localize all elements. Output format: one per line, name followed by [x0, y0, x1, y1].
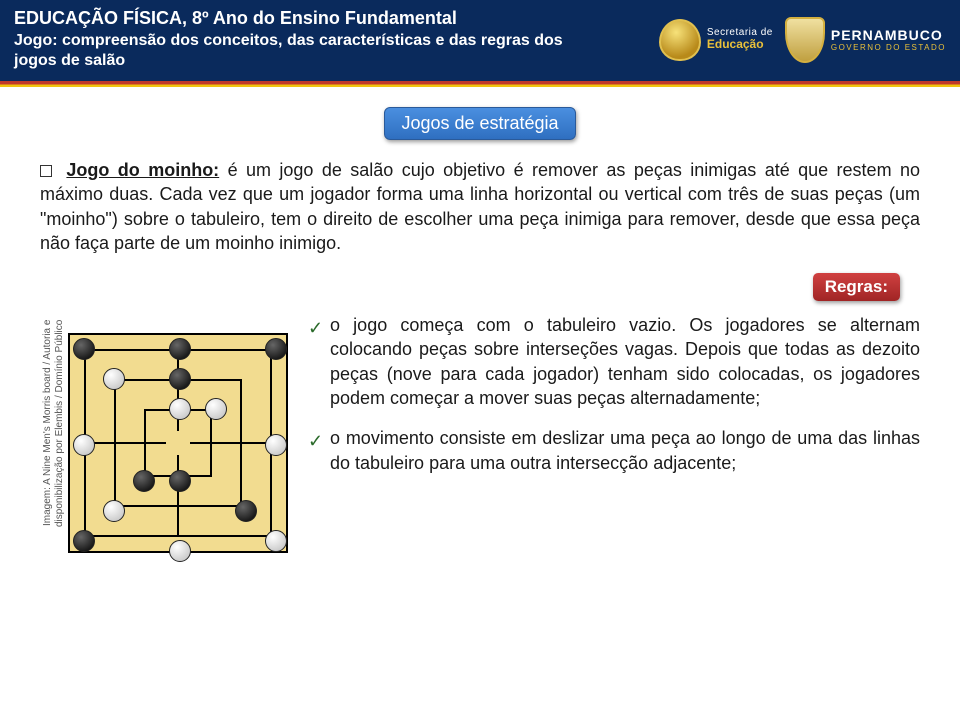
- rules-pill: Regras:: [813, 273, 900, 301]
- game-piece-white: [205, 398, 227, 420]
- header-title: EDUCAÇÃO FÍSICA, 8º Ano do Ensino Fundam…: [14, 8, 659, 29]
- rules-column: ✓ o jogo começa com o tabuleiro vazio. O…: [308, 313, 920, 491]
- game-piece-black: [265, 338, 287, 360]
- morris-board: [68, 333, 288, 553]
- game-description: Jogo do moinho: é um jogo de salão cujo …: [40, 158, 920, 255]
- game-piece-black: [73, 530, 95, 552]
- body-row: Imagem: A Nine Men's Morris board / Auto…: [40, 313, 920, 553]
- logo-pernambuco: PERNAMBUCO GOVERNO DO ESTADO: [785, 17, 946, 63]
- logo-pe-text: PERNAMBUCO GOVERNO DO ESTADO: [831, 27, 946, 52]
- pe-line1: PERNAMBUCO: [831, 27, 946, 43]
- game-piece-white: [169, 540, 191, 562]
- game-piece-white: [103, 368, 125, 390]
- slide-content: Jogos de estratégia Jogo do moinho: é um…: [0, 87, 960, 553]
- game-piece-black: [73, 338, 95, 360]
- section-pill: Jogos de estratégia: [384, 107, 575, 140]
- game-piece-black: [169, 368, 191, 390]
- game-piece-black: [235, 500, 257, 522]
- board-caption: Imagem: A Nine Men's Morris board / Auto…: [40, 313, 68, 533]
- game-piece-white: [169, 398, 191, 420]
- bullet-square-icon: [40, 165, 52, 177]
- rule-item: ✓ o movimento consiste em deslizar uma p…: [308, 426, 920, 475]
- logo-secretaria: Secretaria de Educação: [659, 19, 773, 61]
- game-piece-black: [169, 338, 191, 360]
- game-piece-black: [169, 470, 191, 492]
- sec-line2: Educação: [707, 38, 773, 51]
- coat-of-arms-icon: [785, 17, 825, 63]
- header-subtitle: Jogo: compreensão dos conceitos, das car…: [14, 31, 574, 71]
- header-logos: Secretaria de Educação PERNAMBUCO GOVERN…: [659, 17, 946, 63]
- board-connector: [177, 455, 179, 535]
- section-pill-wrap: Jogos de estratégia: [40, 107, 920, 140]
- rule-item: ✓ o jogo começa com o tabuleiro vazio. O…: [308, 313, 920, 410]
- slide-header: EDUCAÇÃO FÍSICA, 8º Ano do Ensino Fundam…: [0, 0, 960, 81]
- shield-icon: [659, 19, 701, 61]
- rule-text: o jogo começa com o tabuleiro vazio. Os …: [330, 315, 920, 408]
- game-piece-white: [103, 500, 125, 522]
- game-piece-white: [265, 434, 287, 456]
- header-text: EDUCAÇÃO FÍSICA, 8º Ano do Ensino Fundam…: [14, 8, 659, 71]
- pe-line2: GOVERNO DO ESTADO: [831, 43, 946, 52]
- board-figure: Imagem: A Nine Men's Morris board / Auto…: [40, 313, 290, 553]
- game-piece-black: [133, 470, 155, 492]
- rule-text: o movimento consiste em deslizar uma peç…: [330, 428, 920, 472]
- check-icon: ✓: [308, 316, 323, 340]
- check-icon: ✓: [308, 429, 323, 453]
- board-connector: [86, 442, 166, 444]
- game-title: Jogo do moinho:: [66, 160, 219, 180]
- logo-secretaria-text: Secretaria de Educação: [707, 27, 773, 51]
- board-connector: [190, 442, 270, 444]
- game-piece-white: [73, 434, 95, 456]
- game-piece-white: [265, 530, 287, 552]
